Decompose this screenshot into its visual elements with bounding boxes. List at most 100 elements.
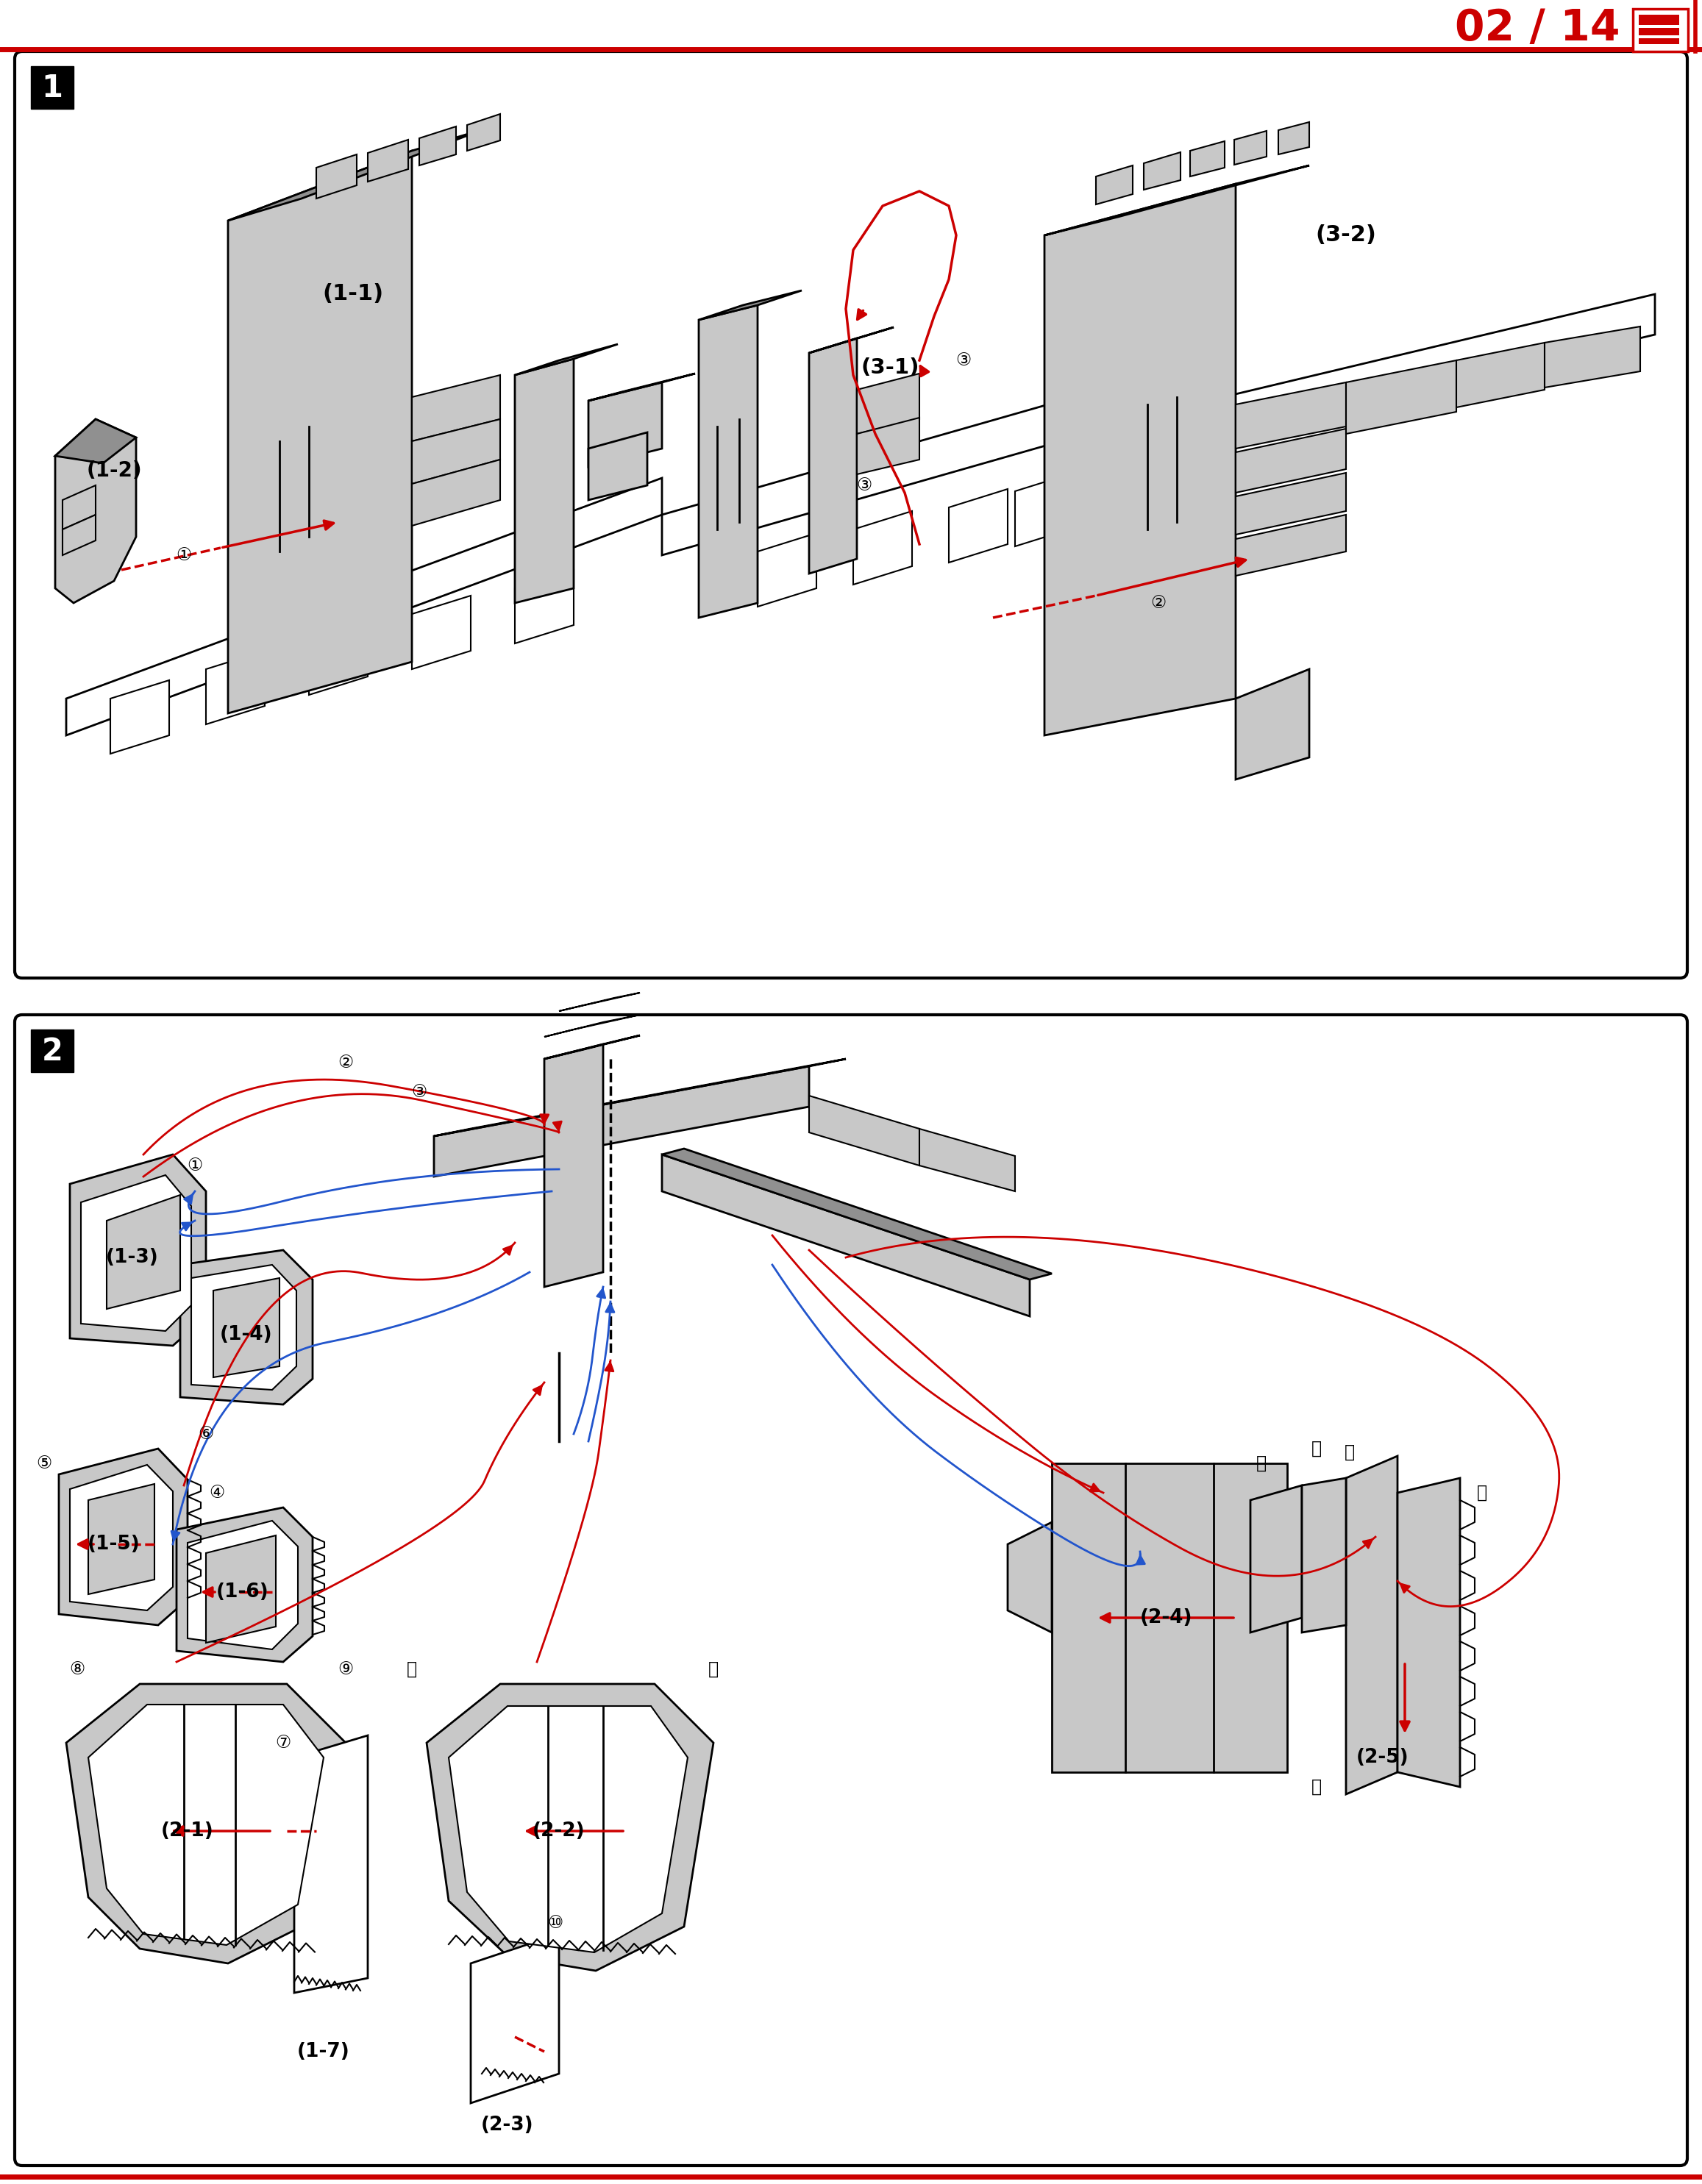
Polygon shape [206, 1535, 276, 1642]
Polygon shape [558, 994, 640, 1011]
Polygon shape [1144, 153, 1181, 190]
Polygon shape [1632, 9, 1688, 52]
Polygon shape [419, 127, 456, 166]
Polygon shape [700, 290, 802, 319]
Polygon shape [89, 1704, 323, 1946]
Text: (1-5): (1-5) [87, 1535, 140, 1553]
Polygon shape [60, 1448, 187, 1625]
Text: (1-3): (1-3) [106, 1247, 158, 1267]
Polygon shape [466, 114, 500, 151]
Polygon shape [317, 155, 357, 199]
Bar [31, 1029, 73, 1072]
Bar [1639, 28, 1680, 35]
Polygon shape [1236, 668, 1309, 780]
Text: (1-1): (1-1) [322, 284, 383, 306]
Polygon shape [434, 1066, 808, 1177]
Polygon shape [1176, 295, 1654, 448]
Polygon shape [856, 373, 919, 435]
Polygon shape [856, 417, 919, 474]
Polygon shape [1190, 142, 1225, 177]
Text: ⑯: ⑯ [1256, 1455, 1266, 1472]
Text: (2-3): (2-3) [482, 2116, 534, 2134]
Text: ③: ③ [412, 1083, 427, 1101]
Bar [1639, 15, 1680, 24]
Polygon shape [294, 1736, 368, 1992]
Text: ④: ④ [209, 1483, 225, 1503]
Polygon shape [412, 376, 500, 441]
Polygon shape [808, 328, 894, 354]
Text: (1-2): (1-2) [87, 461, 141, 480]
Polygon shape [70, 1465, 174, 1610]
Polygon shape [662, 1149, 1052, 1280]
Polygon shape [589, 432, 647, 500]
Bar [31, 66, 73, 109]
Polygon shape [516, 570, 574, 644]
Text: ⑩: ⑩ [548, 1913, 563, 1933]
Polygon shape [853, 511, 912, 585]
Polygon shape [213, 1278, 279, 1378]
Text: (2-4): (2-4) [1140, 1607, 1191, 1627]
Polygon shape [89, 1483, 155, 1594]
Text: ⑫: ⑫ [708, 1660, 718, 1677]
Polygon shape [1236, 472, 1346, 535]
Text: (2-5): (2-5) [1356, 1747, 1409, 1767]
Polygon shape [1236, 515, 1346, 577]
Polygon shape [1236, 382, 1346, 448]
Polygon shape [82, 1175, 191, 1330]
Text: ①: ① [175, 546, 192, 563]
Polygon shape [1457, 343, 1545, 408]
Bar [1639, 39, 1680, 44]
Polygon shape [191, 1265, 296, 1389]
Polygon shape [1302, 1479, 1346, 1631]
Polygon shape [54, 419, 136, 603]
Polygon shape [63, 485, 95, 529]
Text: ⑭: ⑭ [1312, 1778, 1322, 1795]
Text: 2: 2 [41, 1035, 63, 1068]
Polygon shape [545, 1016, 640, 1037]
Polygon shape [66, 1684, 346, 1963]
Polygon shape [427, 1684, 713, 1970]
Text: 1: 1 [41, 72, 63, 103]
Polygon shape [111, 679, 168, 753]
Polygon shape [516, 358, 574, 603]
Polygon shape [1346, 1457, 1397, 1795]
Polygon shape [228, 151, 412, 714]
Polygon shape [412, 459, 500, 526]
Polygon shape [808, 339, 856, 574]
Text: (2-2): (2-2) [533, 1821, 585, 1841]
Polygon shape [1234, 131, 1266, 164]
Text: 02 / 14: 02 / 14 [1455, 7, 1620, 48]
Polygon shape [1008, 1522, 1052, 1631]
Text: ②: ② [1151, 594, 1166, 612]
Bar [0, 0, 1702, 52]
Text: ⑤: ⑤ [36, 1455, 51, 1472]
Polygon shape [412, 419, 500, 485]
Polygon shape [1346, 360, 1457, 435]
Polygon shape [1251, 1485, 1302, 1631]
Polygon shape [1096, 166, 1134, 205]
Polygon shape [70, 1155, 206, 1345]
Polygon shape [412, 596, 471, 668]
Polygon shape [1014, 472, 1074, 546]
Polygon shape [516, 345, 618, 376]
Polygon shape [545, 1044, 603, 1286]
Text: ⑥: ⑥ [197, 1426, 214, 1444]
Polygon shape [1052, 1463, 1287, 1771]
Text: (2-1): (2-1) [162, 1821, 214, 1841]
Polygon shape [1236, 428, 1346, 494]
Polygon shape [948, 489, 1008, 563]
Polygon shape [1545, 325, 1641, 387]
Polygon shape [180, 1249, 313, 1404]
Polygon shape [1045, 166, 1309, 236]
Polygon shape [1397, 1479, 1460, 1787]
Text: ⑨: ⑨ [339, 1660, 354, 1677]
Text: ⑰: ⑰ [1345, 1444, 1355, 1461]
Text: ⑦: ⑦ [276, 1734, 291, 1752]
Polygon shape [66, 478, 662, 736]
Polygon shape [368, 140, 408, 181]
Text: (1-7): (1-7) [298, 2042, 351, 2062]
Polygon shape [63, 515, 95, 555]
FancyBboxPatch shape [15, 52, 1687, 978]
Polygon shape [589, 382, 662, 467]
Text: ⑪: ⑪ [407, 1660, 417, 1677]
